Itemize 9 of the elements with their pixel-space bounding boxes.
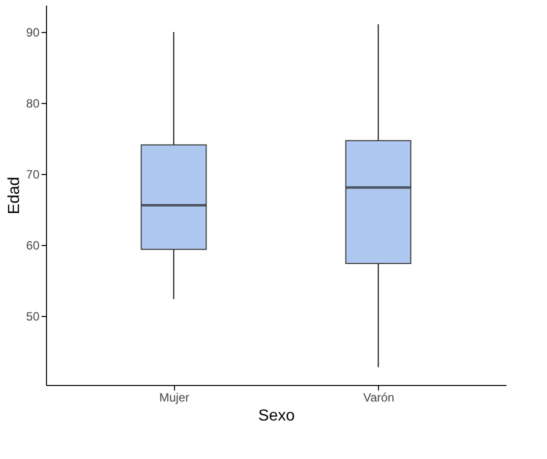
x-tick-label: Varón <box>363 390 394 404</box>
y-tick-label: 70 <box>26 168 40 182</box>
x-tick-label: Mujer <box>159 390 190 404</box>
y-tick-label: 60 <box>26 238 40 253</box>
x-axis-title: Sexo <box>258 408 295 424</box>
y-axis-title: Edad <box>6 176 24 214</box>
y-tick-label: 90 <box>26 25 40 40</box>
y-tick-label: 50 <box>26 310 40 324</box>
y-tick-label: 80 <box>26 96 40 111</box>
